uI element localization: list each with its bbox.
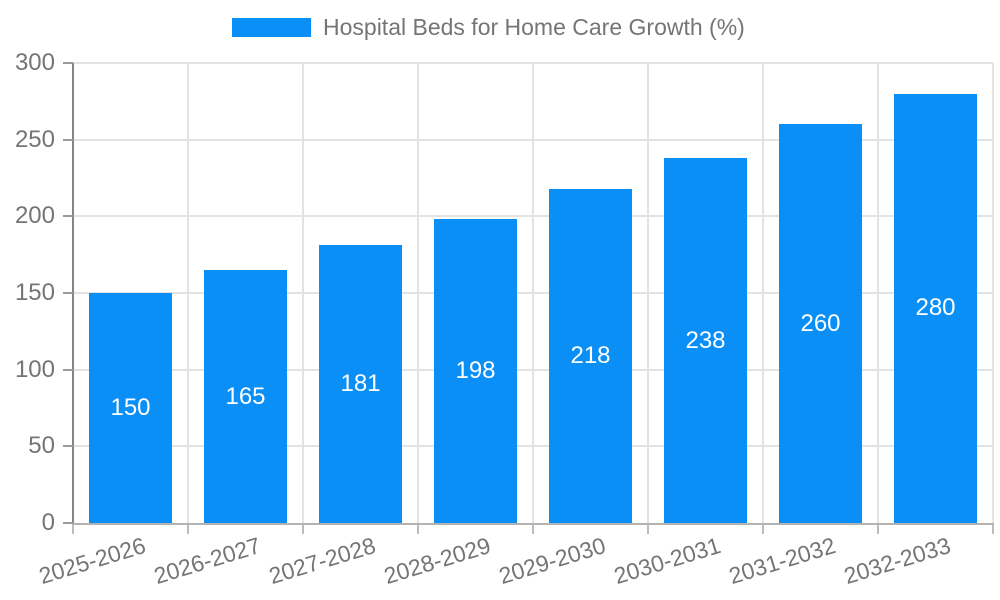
x-axis-tick [647,525,649,534]
bar-value-label: 218 [570,341,611,369]
legend-label: Hospital Beds for Home Care Growth (%) [323,14,745,40]
bar-2031-2032[interactable]: 260 [779,124,862,523]
x-axis-tick [762,525,764,534]
gridline-vertical [532,63,534,523]
y-axis-tick [63,138,73,141]
y-axis-tick [63,445,73,448]
bar-2025-2026[interactable]: 150 [89,293,172,523]
bar-2030-2031[interactable]: 238 [664,158,747,523]
bar-value-label: 238 [685,326,726,354]
bar-2027-2028[interactable]: 181 [319,245,402,523]
bar-value-label: 181 [340,370,381,398]
y-tick-label: 250 [14,125,55,153]
x-axis-tick [187,525,189,534]
y-tick-label: 50 [28,432,55,460]
y-axis-tick [63,368,73,371]
legend[interactable]: Hospital Beds for Home Care Growth (%) [232,14,745,41]
y-tick-label: 0 [41,509,55,536]
bar-2032-2033[interactable]: 280 [894,93,977,523]
bar-2029-2030[interactable]: 218 [549,188,632,523]
legend-swatch-icon [232,18,311,37]
bar-value-label: 150 [110,394,151,421]
y-axis-line [72,63,74,525]
gridline-vertical [417,63,419,523]
gridline-vertical [992,63,994,523]
x-axis-tick [417,525,419,534]
bar-value-label: 260 [800,309,841,337]
gridline-vertical [647,63,649,523]
y-tick-label: 300 [14,49,55,76]
gridline-vertical [302,63,304,523]
bar-value-label: 280 [915,294,956,322]
x-axis-tick [992,525,994,534]
x-axis-tick [532,525,534,534]
gridline-vertical [762,63,764,523]
y-axis-tick [63,62,73,64]
y-tick-label: 150 [14,279,55,306]
bar-value-label: 198 [455,357,496,385]
x-axis-tick [72,525,74,534]
bar-2028-2029[interactable]: 198 [434,219,517,523]
bar-2026-2027[interactable]: 165 [204,270,287,523]
y-axis-tick [63,215,73,218]
x-axis-line [72,523,994,525]
bar-value-label: 165 [225,382,266,410]
y-tick-label: 100 [14,355,55,383]
y-axis-tick [63,522,73,524]
y-axis-tick [63,292,73,294]
x-axis-tick [302,525,304,534]
x-axis-tick [877,525,879,534]
gridline-vertical [877,63,879,523]
gridline-vertical [187,63,189,523]
y-tick-label: 200 [14,202,55,230]
